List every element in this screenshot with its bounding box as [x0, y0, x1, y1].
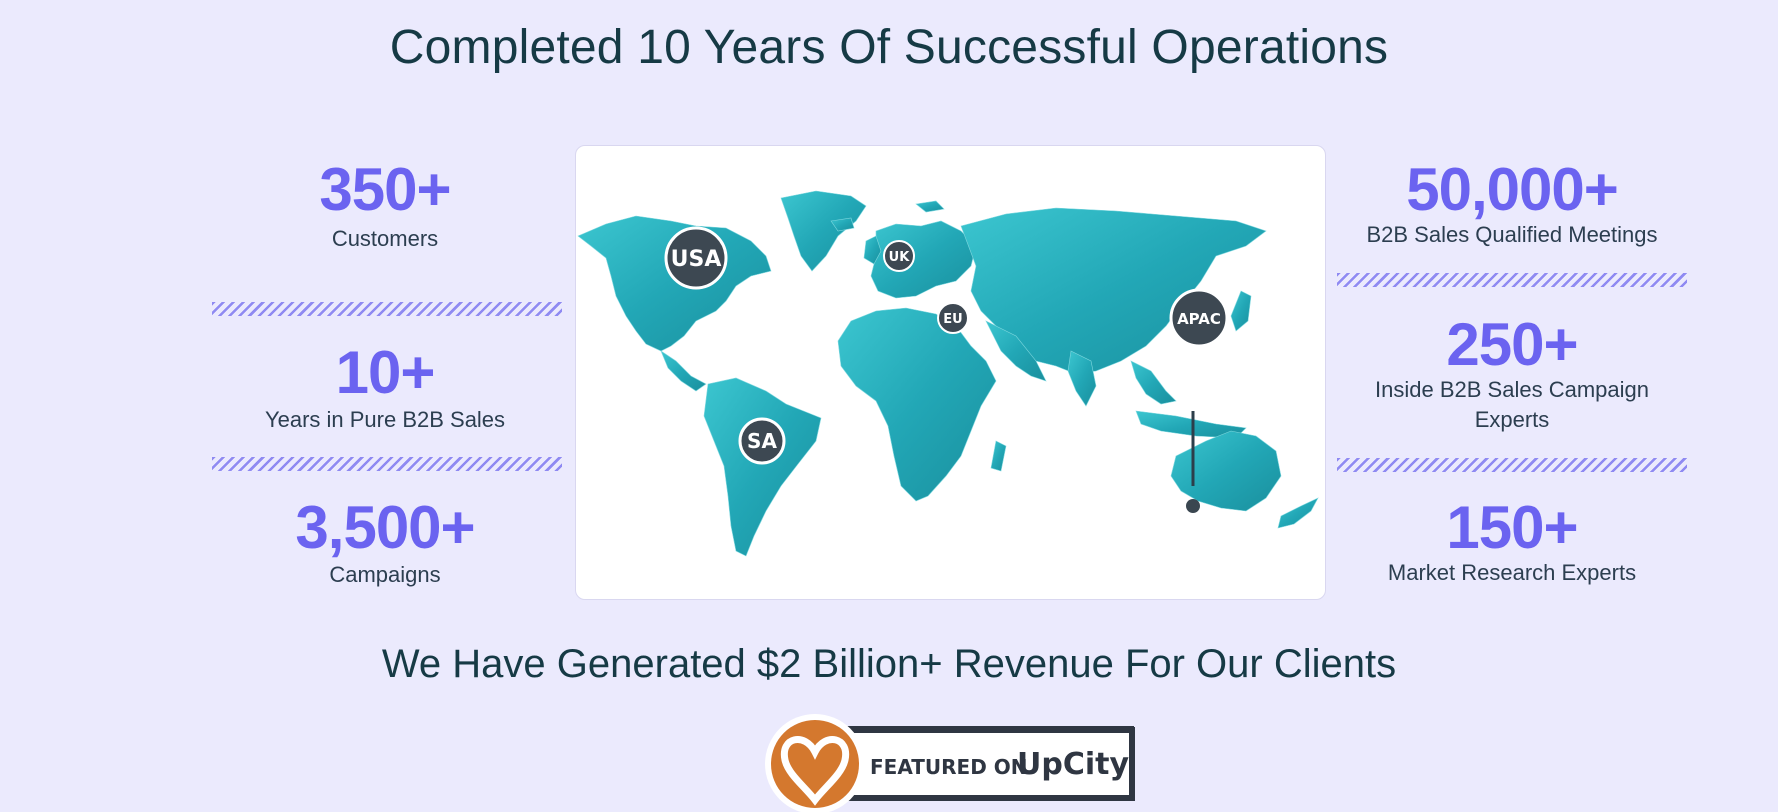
iceland-shape [830, 217, 855, 232]
africa-shape [837, 307, 997, 502]
stat-inside-sales: 250+ Inside B2B Sales Campaign Experts [1337, 315, 1687, 435]
world-map-card: USA UK EU APAC SA [575, 145, 1326, 600]
badge-featured-text: FEATURED ON [870, 755, 1028, 779]
stat-value: 250+ [1446, 311, 1578, 378]
page-heading: Completed 10 Years Of Successful Operati… [389, 21, 1389, 74]
world-map: USA UK EU APAC SA [577, 190, 1319, 557]
stat-campaigns: 3,500+ Campaigns [210, 498, 560, 590]
continents [577, 190, 1319, 557]
pin-eu: EU [937, 302, 969, 334]
stat-value: 3,500+ [295, 494, 475, 561]
pin-sa: SA [738, 417, 786, 465]
pin-usa: USA [664, 226, 728, 290]
south-america-shape [703, 377, 822, 557]
stat-value: 350+ [319, 156, 451, 223]
badge-ribbon-top [840, 726, 1134, 730]
badge-brand-text: UpCity [1017, 747, 1129, 782]
hatch-divider [212, 457, 562, 471]
japan-shape [1230, 290, 1252, 332]
arctic-islands-shape [915, 200, 945, 213]
arabia-india-shape [985, 320, 1047, 382]
stat-label: Years in Pure B2B Sales [264, 407, 506, 432]
india-shape [1067, 350, 1097, 407]
uk-shape [863, 235, 882, 265]
asia-shape [960, 207, 1267, 375]
pin-label-usa: USA [671, 247, 722, 272]
hatch-divider [212, 302, 562, 316]
pin-apac: APAC [1169, 288, 1229, 348]
pin-label-eu: EU [943, 312, 962, 327]
stat-years: 10+ Years in Pure B2B Sales [210, 343, 560, 435]
new-zealand-shape [1277, 497, 1319, 529]
stat-label: Customers [331, 226, 439, 251]
se-asia-shape [1130, 360, 1177, 405]
hatch-divider [1337, 273, 1687, 287]
revenue-statement: We Have Generated $2 Billion+ Revenue Fo… [381, 642, 1397, 686]
pin-label-sa: SA [747, 429, 777, 453]
hatch-divider [1337, 458, 1687, 472]
central-america-shape [660, 350, 707, 392]
stat-value: 10+ [335, 339, 436, 406]
pin-label-uk: UK [889, 250, 911, 265]
madagascar-shape [990, 440, 1007, 472]
stat-label: Market Research Experts [1387, 560, 1637, 585]
stat-label-line1: Inside B2B Sales Campaign [1375, 377, 1649, 402]
pin-dot [1186, 499, 1200, 513]
stat-label-line2: Experts [1474, 407, 1550, 432]
pin-uk: UK [883, 240, 915, 272]
stat-value: 50,000+ [1406, 156, 1619, 223]
pin-label-apac: APAC [1177, 310, 1221, 328]
stat-value: 150+ [1446, 494, 1578, 561]
greenland-shape [780, 190, 867, 272]
stat-customers: 350+ Customers [210, 160, 560, 254]
australia-shape [1170, 430, 1282, 512]
upcity-heart-icon [780, 736, 850, 806]
stat-research: 150+ Market Research Experts [1337, 498, 1687, 588]
upcity-badge[interactable]: FEATURED ON UpCity [760, 712, 1140, 812]
stat-label: Campaigns [329, 562, 441, 587]
stat-label: B2B Sales Qualified Meetings [1366, 222, 1658, 247]
stat-meetings: 50,000+ B2B Sales Qualified Meetings [1337, 160, 1687, 250]
